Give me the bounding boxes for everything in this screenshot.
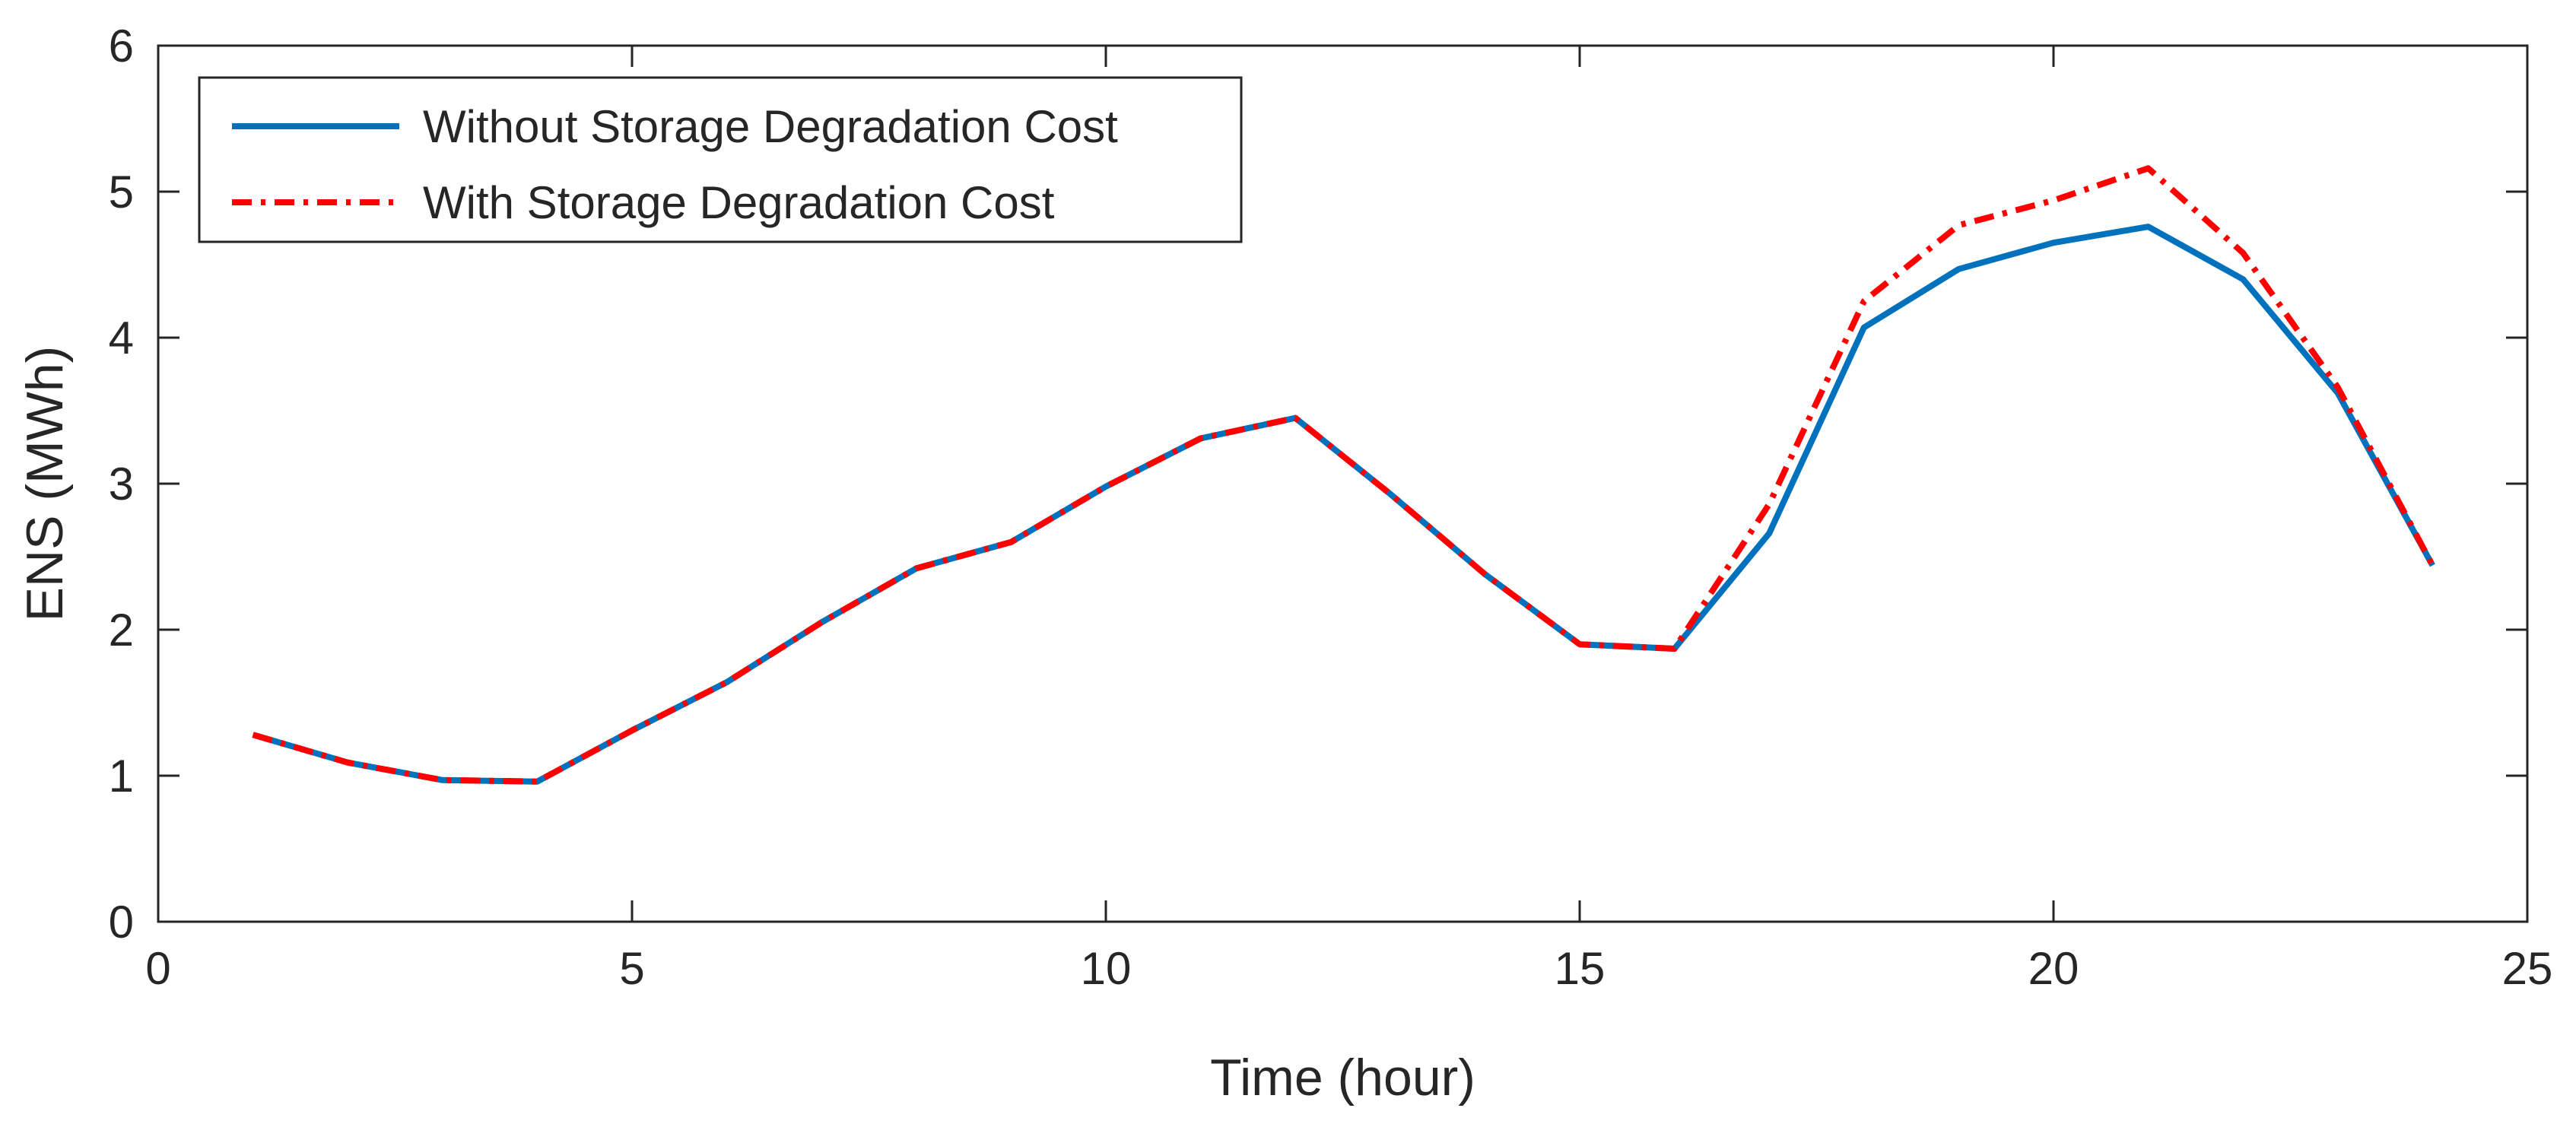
y-tick-label: 2 [109,605,134,656]
legend-label-without-degradation: Without Storage Degradation Cost [423,101,1118,152]
y-tick-label: 4 [109,313,134,364]
y-tick-label: 5 [109,167,134,217]
x-tick-label: 20 [2028,943,2079,994]
y-tick-labels: 0 1 2 3 4 5 6 [109,21,134,948]
x-tick-label: 15 [1555,943,1606,994]
x-tick-label: 10 [1081,943,1132,994]
y-axis-title: ENS (MWh) [16,346,74,622]
x-tick-label: 5 [619,943,644,994]
series-layer [252,165,2435,785]
x-axis-title: Time (hour) [1210,1049,1475,1107]
series-line-with-degradation [252,165,2435,785]
legend: Without Storage Degradation Cost With St… [198,76,1243,243]
legend-box [198,76,1243,243]
x-tick-labels: 0 5 10 15 20 25 [145,943,2552,994]
legend-label-with-degradation: With Storage Degradation Cost [423,177,1055,228]
y-tick-label: 0 [109,897,134,948]
x-tick-label: 25 [2502,943,2553,994]
y-tick-label: 6 [109,21,134,71]
y-tick-label: 1 [109,751,134,802]
x-tick-label: 0 [145,943,170,994]
y-tick-label: 3 [109,459,134,510]
ticks-layer [157,44,2529,923]
